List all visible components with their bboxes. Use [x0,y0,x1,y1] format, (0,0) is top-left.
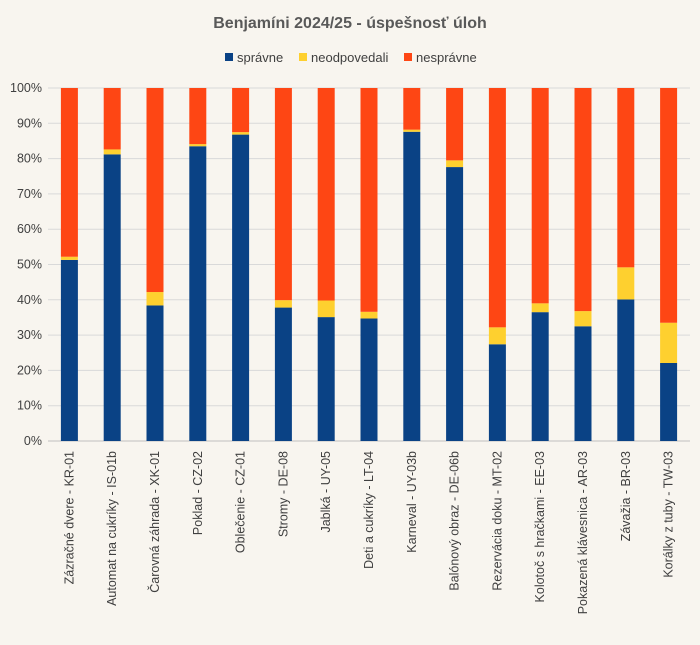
legend-swatch [225,53,233,61]
x-category-label: Zázračné dvere - KR-01 [62,451,76,584]
bar-segment-neodpovedali [446,160,464,168]
bar-segment-neodpovedali [574,311,592,327]
y-tick-label: 100% [10,81,42,95]
bar-segment-správne [446,167,464,441]
y-tick-label: 30% [17,328,42,342]
x-category-label: Jablká - UY-05 [319,451,333,533]
bar-segment-neodpovedali [617,267,635,300]
bar-segment-neodpovedali [660,322,678,363]
bar-segment-správne [60,259,78,441]
bar-segment-nesprávne [403,88,421,130]
bar-segment-neodpovedali [103,149,121,155]
x-category-label: Stromy - DE-08 [276,451,290,537]
legend-label: správne [237,50,283,65]
bar-segment-nesprávne [232,88,250,133]
bar-segment-správne [274,307,292,441]
bar-segment-správne [189,146,207,441]
x-category-label: Korálky z tuby - TW-03 [662,451,676,578]
legend-label: nesprávne [416,50,477,65]
x-category-label: Závažia - BR-03 [619,451,633,541]
y-tick-label: 40% [17,293,42,307]
bar-segment-neodpovedali [488,327,506,345]
bar-segment-správne [403,131,421,441]
bar-segment-správne [360,318,378,441]
y-tick-label: 10% [17,399,42,413]
x-category-label: Automat na cukríky - IS-01b [105,451,119,606]
legend-item-1: správne [225,50,283,65]
bar-segment-nesprávne [574,88,592,312]
bar-segment-nesprávne [660,88,678,323]
bar-segment-neodpovedali [403,129,421,132]
bar-segment-správne [317,317,335,441]
y-tick-label: 90% [17,116,42,130]
bar-segment-nesprávne [617,88,635,268]
bar-segment-neodpovedali [274,300,292,308]
y-tick-label: 20% [17,363,42,377]
bar-segment-nesprávne [189,88,207,145]
legend-item-3: nesprávne [404,50,477,65]
bar-segment-správne [103,154,121,441]
bar-segment-nesprávne [103,88,121,150]
x-axis-labels: Zázračné dvere - KR-01 Automat na cukríky… [62,451,675,614]
bar-segment-nesprávne [360,88,378,312]
bar-segment-nesprávne [446,88,464,161]
legend-item-2: neodpovedali [299,50,388,65]
legend-swatch [404,53,412,61]
bar-segment-správne [531,312,549,441]
bar-segment-správne [488,344,506,441]
bar-segment-neodpovedali [232,132,250,135]
bar-segment-nesprávne [274,88,292,301]
x-category-label: Čarovná záhrada - XK-01 [147,451,162,593]
bar-segment-správne [232,134,250,441]
x-category-label: Poklad - CZ-02 [191,451,205,535]
y-tick-label: 70% [17,187,42,201]
x-category-label: Rezervácia doku - MT-02 [490,451,504,591]
x-category-label: Kolotoč s hračkami - EE-03 [533,451,547,602]
x-category-label: Deti a cukríky - LT-04 [362,451,376,569]
bar-segment-nesprávne [531,88,549,304]
bar-segment-nesprávne [317,88,335,301]
y-tick-label: 50% [17,258,42,272]
bar-segment-neodpovedali [531,303,549,313]
bar-segment-neodpovedali [146,292,164,306]
x-category-label: Balónový obraz - DE-06b [448,451,462,591]
y-tick-label: 80% [17,152,42,166]
x-category-label: Karneval - UY-03b [405,451,419,553]
bars [60,88,678,441]
bar-segment-správne [617,299,635,441]
bar-segment-neodpovedali [317,300,335,318]
x-category-label: Oblečenie - CZ-01 [234,451,248,553]
legend-label: neodpovedali [311,50,388,65]
chart-title: Benjamíni 2024/25 - úspešnosť úloh [213,15,487,32]
x-category-label: Pokazená klávesnica - AR-03 [576,451,590,614]
y-tick-label: 0% [24,434,42,448]
legend: správne neodpovedali nesprávne [225,50,477,65]
bar-segment-neodpovedali [60,256,78,260]
bar-segment-neodpovedali [360,311,378,319]
bar-segment-neodpovedali [189,144,207,147]
bar-segment-nesprávne [146,88,164,293]
y-tick-label: 60% [17,222,42,236]
legend-swatch [299,53,307,61]
bar-segment-správne [574,326,592,441]
y-axis-ticks: 0% 10% 20% 30% 40% 50% 60% 70% 80% 90% 100% [10,81,42,448]
bar-segment-nesprávne [488,88,506,328]
bar-segment-správne [660,362,678,441]
bar-segment-nesprávne [60,88,78,257]
bar-segment-správne [146,305,164,441]
